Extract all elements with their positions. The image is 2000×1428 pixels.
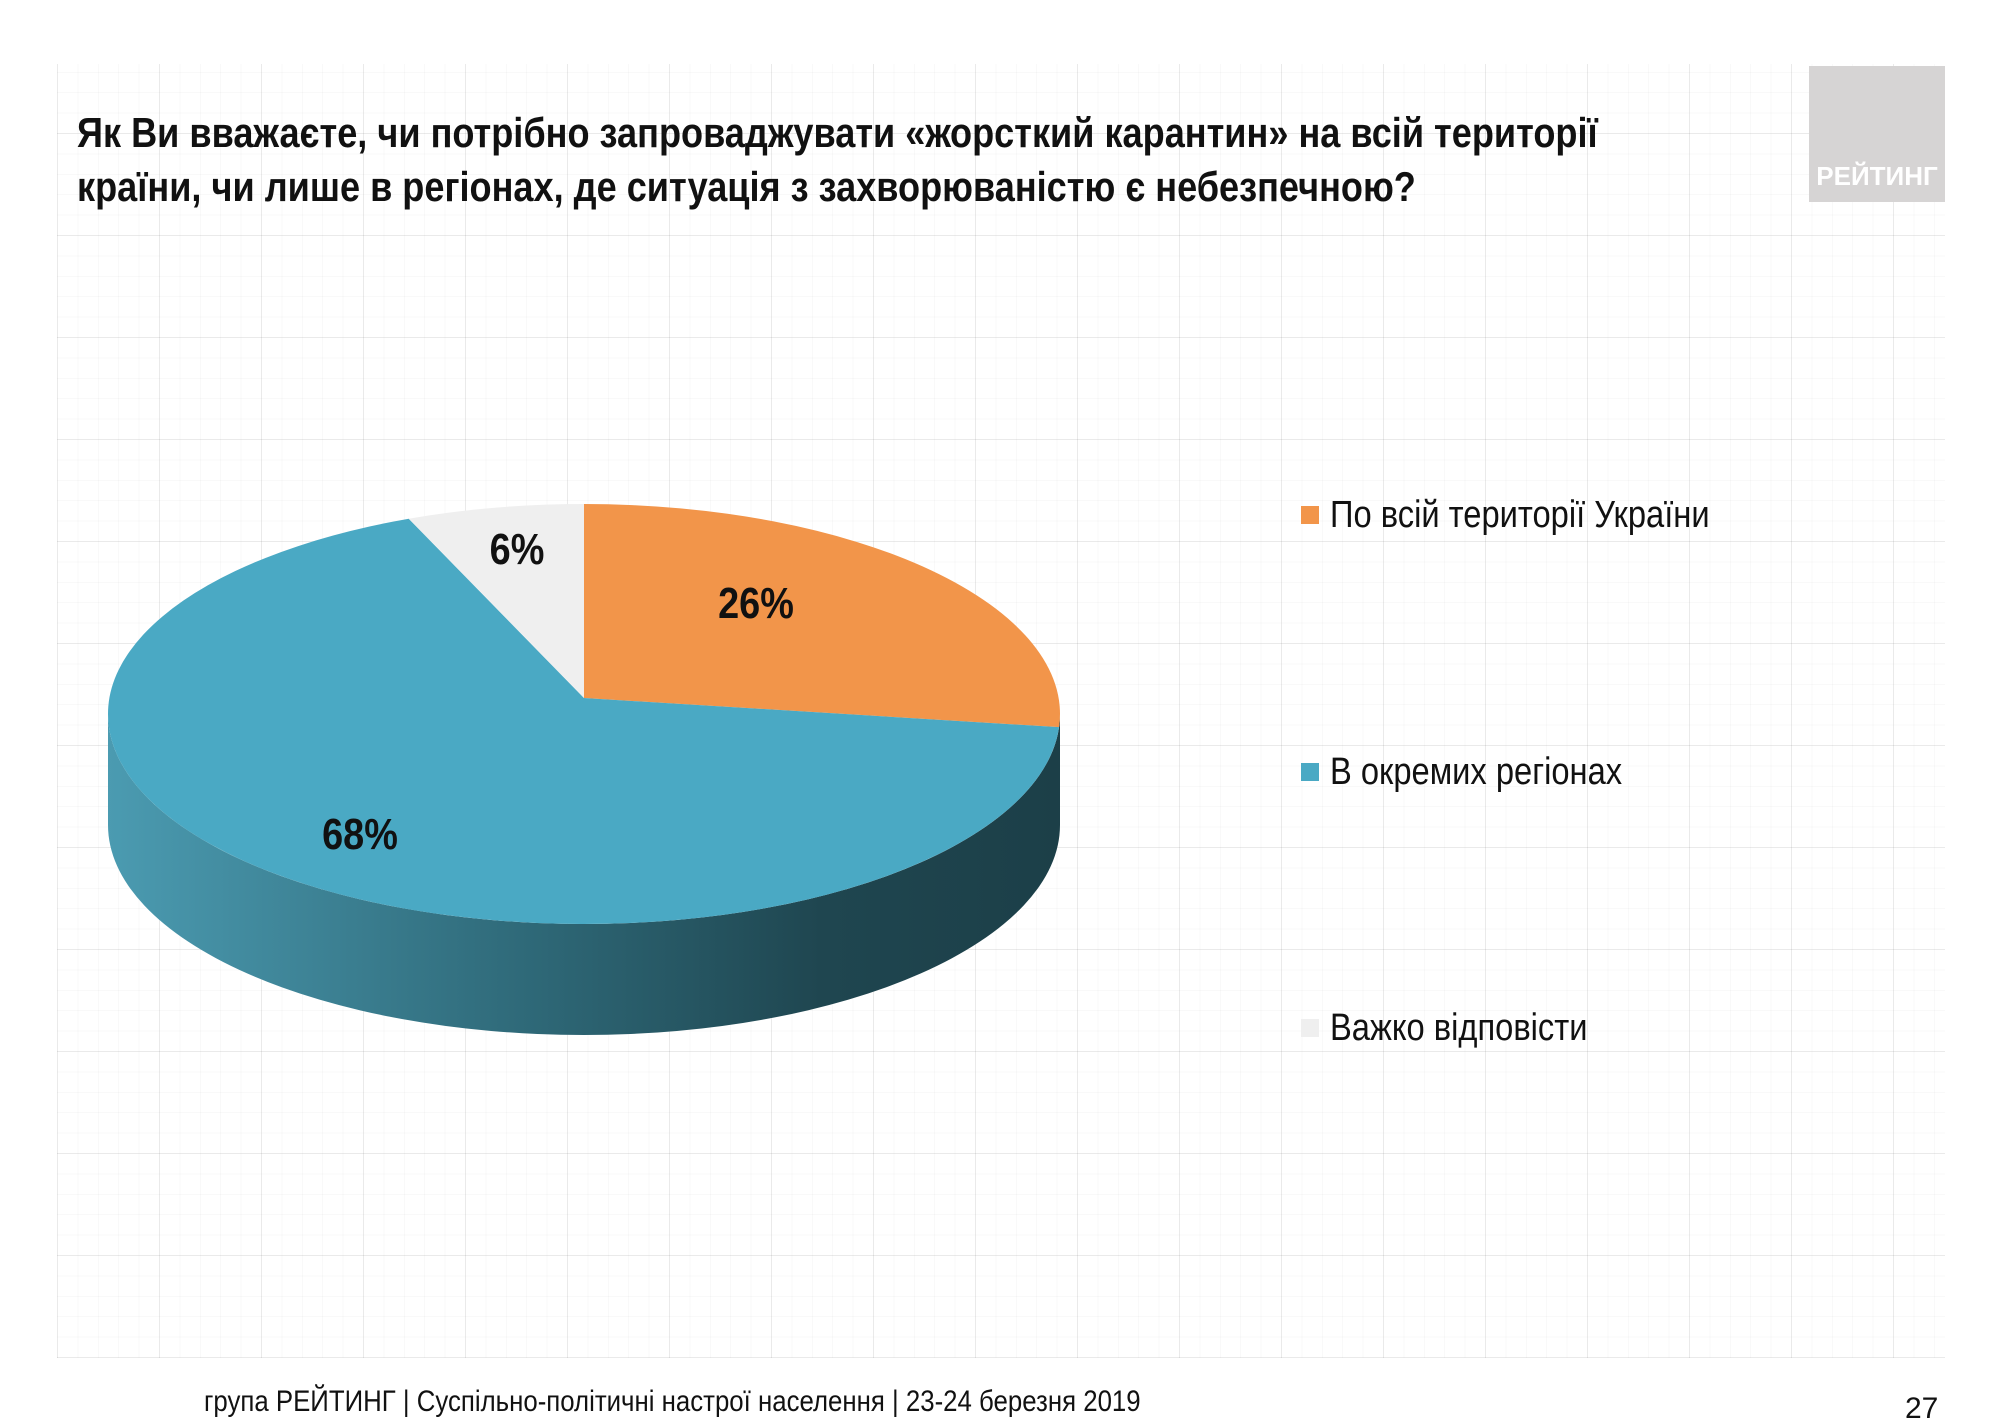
legend-label: По всій території України — [1330, 493, 1710, 536]
chart-title: Як Ви вважаєте, чи потрібно запроваджува… — [77, 106, 1598, 214]
title-line-2: країни, чи лише в регіонах, де ситуація … — [77, 163, 1416, 210]
logo-text: РЕЙТИНГ — [1816, 161, 1938, 191]
footer-text: група РЕЙТИНГ | Суспільно-політичні наст… — [204, 1385, 1141, 1418]
legend-label: В окремих регіонах — [1330, 750, 1623, 793]
legend-label: Важко відповісти — [1330, 1006, 1588, 1049]
legend-swatch — [1301, 1019, 1319, 1037]
data-label-0: 26% — [718, 578, 794, 627]
legend-item-whole-country: По всій території України — [1301, 493, 1771, 536]
legend-item-regions: В окремих регіонах — [1301, 750, 1670, 793]
data-label-1: 68% — [322, 809, 398, 858]
legend-swatch — [1301, 763, 1319, 781]
slice-hard-to-say — [408, 504, 584, 698]
data-label-2: 6% — [490, 524, 545, 573]
page-number: 27 — [1905, 1392, 1939, 1425]
rating-logo: РЕЙТИНГ — [1809, 66, 1945, 202]
legend-swatch — [1301, 506, 1319, 524]
pie-side-wall — [108, 714, 1060, 1035]
title-line-1: Як Ви вважаєте, чи потрібно запроваджува… — [77, 109, 1598, 156]
slice-regions — [107, 518, 1060, 925]
slice-whole-country — [584, 504, 1060, 728]
legend-item-hard-to-say: Важко відповісти — [1301, 1006, 1629, 1049]
